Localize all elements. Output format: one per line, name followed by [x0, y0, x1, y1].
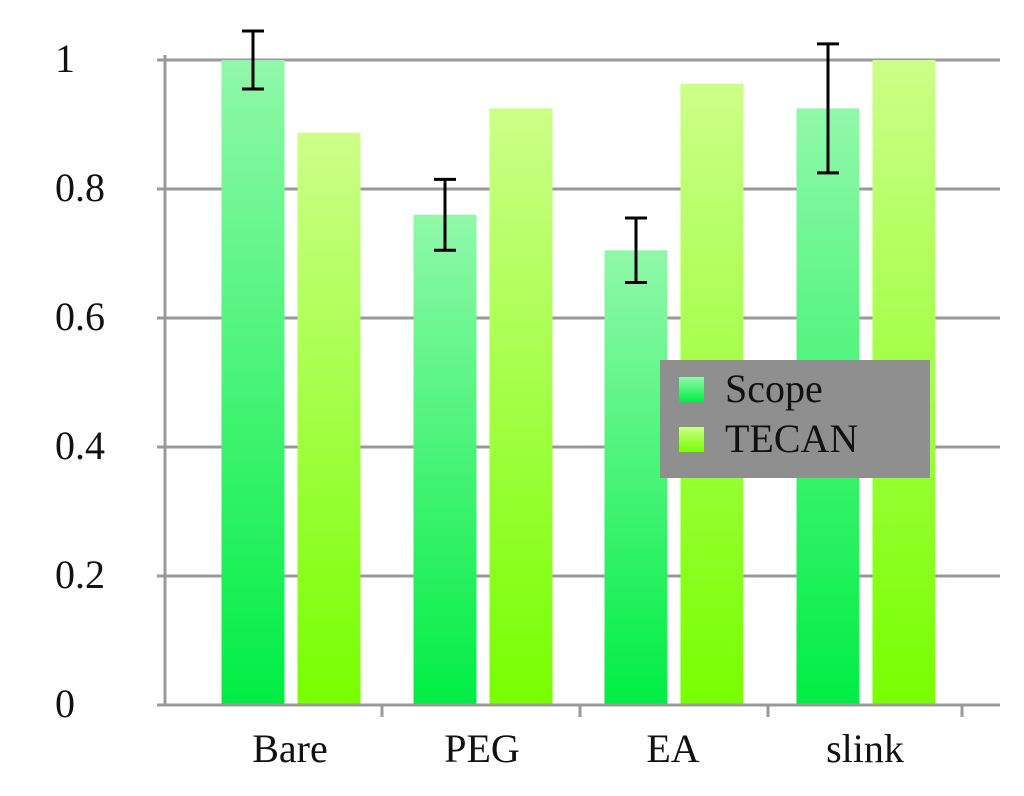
- legend-box: [660, 360, 930, 478]
- bar-tecan-peg: [489, 108, 553, 705]
- y-tick-label: 0.2: [55, 552, 105, 597]
- bar-tecan-bare: [297, 132, 361, 705]
- error-bar-peg: [434, 177, 456, 252]
- legend-label-scope: Scope: [725, 366, 823, 411]
- y-tick-label: 0.8: [55, 165, 105, 210]
- y-tick-label: 0.6: [55, 294, 105, 339]
- legend-swatch-tecan: [679, 427, 704, 452]
- bar-scope-ea: [604, 250, 668, 705]
- x-tick-label: slink: [826, 726, 904, 771]
- legend-label-tecan: TECAN: [725, 416, 858, 461]
- y-tick-label: 0.4: [55, 423, 105, 468]
- y-tick-label: 0: [55, 681, 75, 726]
- bar-scope-bare: [221, 60, 285, 705]
- x-tick-label: PEG: [444, 726, 520, 771]
- y-tick-label: 1: [55, 36, 75, 81]
- bar-scope-peg: [413, 214, 477, 706]
- x-tick-label: EA: [646, 726, 699, 771]
- x-tick-label: Bare: [252, 726, 328, 771]
- error-bar-bare: [242, 29, 264, 91]
- error-bar-ea: [625, 216, 647, 285]
- legend-swatch-scope: [679, 377, 704, 402]
- legend: Scope TECAN: [660, 360, 930, 478]
- error-bar-slink: [817, 42, 839, 175]
